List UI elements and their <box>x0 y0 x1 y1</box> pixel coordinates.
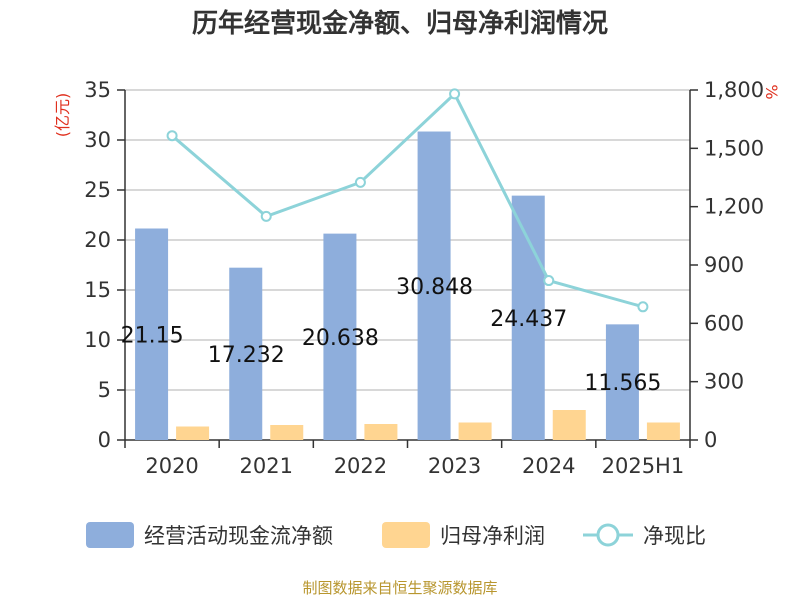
x-tick-label: 2023 <box>428 454 481 478</box>
left-tick-label: 0 <box>98 428 111 452</box>
left-tick-label: 35 <box>84 78 111 102</box>
legend-label-cashflow: 经营活动现金流净额 <box>144 524 333 548</box>
chart-title: 历年经营现金净额、归母净利润情况 <box>192 8 608 39</box>
right-tick-label: 1,200 <box>704 195 764 219</box>
profit-bar <box>552 410 586 440</box>
cashflow-bar <box>229 267 263 440</box>
ratio-line-path <box>171 91 644 309</box>
legend: 经营活动现金流净额 归母净利润 净现比 <box>86 522 706 548</box>
cashflow-bar <box>511 195 545 440</box>
x-tick-label: 2020 <box>145 454 198 478</box>
ratio-point <box>354 176 366 188</box>
x-tick-label: 2021 <box>240 454 293 478</box>
cashflow-data-label: 11.565 <box>584 371 661 396</box>
ratio-point <box>260 210 272 222</box>
ratio-line <box>166 88 649 313</box>
left-axis: 0 5 10 15 20 25 30 35 <box>84 78 126 452</box>
bars <box>135 131 680 440</box>
right-tick-label: 1,500 <box>704 136 764 160</box>
cashflow-data-label: 20.638 <box>302 326 379 351</box>
cashflow-bar <box>135 228 169 440</box>
legend-marker-ratio <box>596 523 620 547</box>
right-axis: 0 300 600 900 1,200 1,500 1,800 <box>689 78 764 452</box>
right-tick-label: 600 <box>704 311 744 335</box>
right-axis-unit: % <box>762 84 781 99</box>
right-tick-label: 1,800 <box>704 78 764 102</box>
cashflow-bar <box>605 324 639 440</box>
x-axis: 2020 2021 2022 2023 2024 2025H1 <box>124 439 691 478</box>
legend-label-ratio: 净现比 <box>643 524 706 548</box>
left-axis-unit: (亿元) <box>53 93 72 138</box>
x-tick-label: 2025H1 <box>602 454 685 478</box>
ratio-point <box>166 130 178 142</box>
data-labels: 21.15 17.232 20.638 30.848 24.437 11.565 <box>121 275 662 396</box>
left-tick-label: 30 <box>84 128 111 152</box>
left-tick-label: 15 <box>84 278 111 302</box>
left-tick-label: 5 <box>98 378 111 402</box>
cashflow-bar <box>417 131 451 440</box>
cashflow-data-label: 17.232 <box>208 343 285 368</box>
cashflow-bar <box>323 233 357 440</box>
profit-bar <box>364 424 398 440</box>
right-tick-label: 0 <box>704 428 717 452</box>
profit-bar <box>646 422 680 440</box>
right-tick-label: 300 <box>704 370 744 394</box>
cashflow-data-label: 21.15 <box>121 323 184 348</box>
ratio-point <box>637 301 649 313</box>
left-tick-label: 20 <box>84 228 111 252</box>
left-tick-label: 25 <box>84 178 111 202</box>
legend-swatch-cashflow <box>86 522 134 548</box>
cashflow-data-label: 30.848 <box>396 275 473 300</box>
ratio-point <box>543 275 555 287</box>
profit-bar <box>176 426 210 440</box>
right-tick-label: 900 <box>704 253 744 277</box>
source-note: 制图数据来自恒生聚源数据库 <box>302 579 497 597</box>
ratio-point <box>449 88 461 100</box>
profit-bar <box>270 425 304 440</box>
profit-bar <box>458 422 492 440</box>
legend-swatch-profit <box>382 522 430 548</box>
cashflow-data-label: 24.437 <box>490 307 567 332</box>
legend-label-profit: 归母净利润 <box>440 524 545 548</box>
x-tick-label: 2022 <box>334 454 387 478</box>
left-tick-label: 10 <box>84 328 111 352</box>
x-tick-label: 2024 <box>522 454 575 478</box>
